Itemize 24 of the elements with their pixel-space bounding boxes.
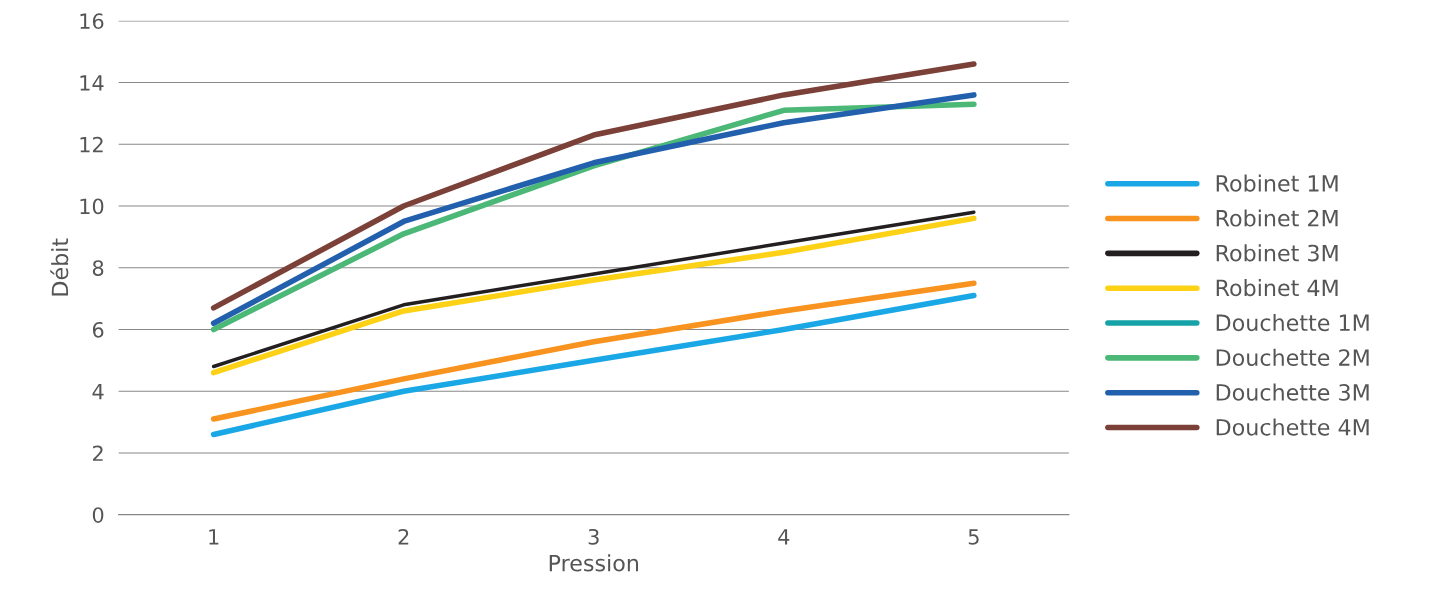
x-tick-label: 2 (398, 528, 409, 545)
legend-label: Robinet 2M (1216, 209, 1338, 227)
legend-label: Douchette 2M (1216, 348, 1369, 366)
y-tick-label: 4 (92, 383, 104, 400)
legend-label: Robinet 4M (1216, 279, 1338, 297)
legend-label: Douchette 3M (1216, 383, 1369, 401)
x-tick-label: 5 (968, 529, 979, 545)
y-tick-label: 16 (80, 13, 104, 30)
x-tick-label: 1 (209, 529, 219, 545)
legend-label: Douchette 4M (1216, 418, 1369, 436)
y-tick-label: 14 (80, 75, 104, 91)
legend-label: Robinet 1M (1216, 174, 1338, 192)
y-tick-label: 10 (80, 198, 104, 215)
y-tick-label: 6 (92, 321, 104, 338)
legend-label: Robinet 3M (1216, 244, 1338, 262)
y-tick-label: 0 (92, 507, 104, 523)
x-axis-title: Pression (549, 554, 639, 572)
y-tick-label: 2 (92, 445, 103, 461)
y-axis-title: Débit (50, 238, 69, 296)
x-tick-label: 4 (778, 529, 790, 545)
x-tick-label: 3 (588, 528, 599, 545)
y-tick-label: 12 (80, 136, 103, 153)
y-tick-label: 8 (92, 260, 104, 276)
legend-label: Douchette 1M (1216, 313, 1369, 332)
